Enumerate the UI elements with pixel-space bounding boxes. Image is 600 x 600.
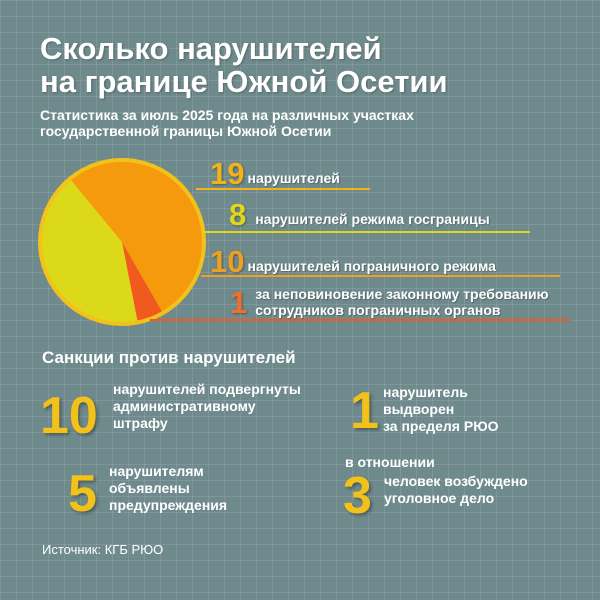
sanction-fine-text: нарушителей подвергнуты административном…: [113, 381, 301, 432]
sanction-fine-line-1: нарушителей подвергнуты: [113, 381, 301, 397]
pie-slices: [38, 158, 206, 326]
frontier-regime-number: 10: [210, 244, 245, 279]
sanction-warning-line-1: нарушителям: [109, 463, 204, 479]
sanctions-heading: Санкции против нарушителей: [42, 348, 296, 367]
pie-slice: [71, 161, 203, 312]
sanction-criminal-line-2: уголовное дело: [384, 490, 495, 506]
sanction-warning-line-3: предупреждения: [109, 497, 228, 513]
total-violators-label: нарушителей: [247, 170, 340, 186]
page-title: Сколько нарушителей на границе Южной Осе…: [40, 32, 580, 98]
border-regime-row: 8 нарушителей режима госграницы: [229, 199, 490, 230]
sanction-fine-line-3: штрафу: [113, 415, 168, 431]
border-regime-label: нарушителей режима госграницы: [255, 211, 490, 227]
disobedience-number: 1: [230, 284, 248, 320]
sanction-expelled-number: 1: [350, 382, 379, 440]
sanction-warning-line-2: объявлены: [109, 480, 190, 496]
disobedience-label-line-1: за неповиновение законному требованию: [255, 286, 549, 302]
border-regime-number: 8: [229, 197, 247, 232]
frontier-regime-label: нарушителей пограничного режима: [247, 258, 496, 274]
title-line-2: на границе Южной Осетии: [40, 64, 448, 99]
sanction-warning-text: нарушителям объявлены предупреждения: [109, 463, 227, 514]
subtitle-line-1: Статистика за июль 2025 года на различны…: [40, 107, 414, 123]
sanction-criminal-prefix: в отношении: [345, 454, 435, 470]
total-violators-row: 19 нарушителей: [210, 158, 340, 189]
sanction-fine-number: 10: [40, 387, 98, 445]
subtitle: Статистика за июль 2025 года на различны…: [40, 107, 560, 139]
sanction-expelled-line-3: за пределя РЮО: [383, 418, 499, 434]
leader-lines: [150, 188, 570, 321]
source-note: Источник: КГБ РЮО: [42, 542, 164, 557]
disobedience-label: за неповиновение законному требованию со…: [255, 286, 548, 318]
sanction-expelled-text: нарушитель выдворен за пределя РЮО: [383, 384, 499, 435]
sanction-criminal-number: 3: [343, 467, 372, 525]
title-line-1: Сколько нарушителей: [40, 31, 382, 66]
sanction-criminal-text: человек возбуждено уголовное дело: [384, 473, 528, 507]
pie-slice: [122, 242, 162, 321]
disobedience-label-line-2: сотрудников пограничных органов: [255, 302, 501, 318]
sanction-criminal-line-1: человек возбуждено: [384, 473, 528, 489]
sanction-expelled-line-2: выдворен: [383, 401, 455, 417]
sanction-fine-line-2: административному: [113, 398, 256, 414]
sanction-warning-number: 5: [68, 465, 97, 523]
subtitle-line-2: государственной границы Южной Осетии: [40, 123, 332, 139]
total-violators-number: 19: [210, 156, 245, 191]
frontier-regime-row: 10 нарушителей пограничного режима: [210, 246, 496, 277]
pie-slice: [41, 180, 138, 323]
disobedience-row: 1 за неповиновение законному требованию …: [230, 286, 549, 318]
sanction-expelled-line-1: нарушитель: [383, 384, 468, 400]
